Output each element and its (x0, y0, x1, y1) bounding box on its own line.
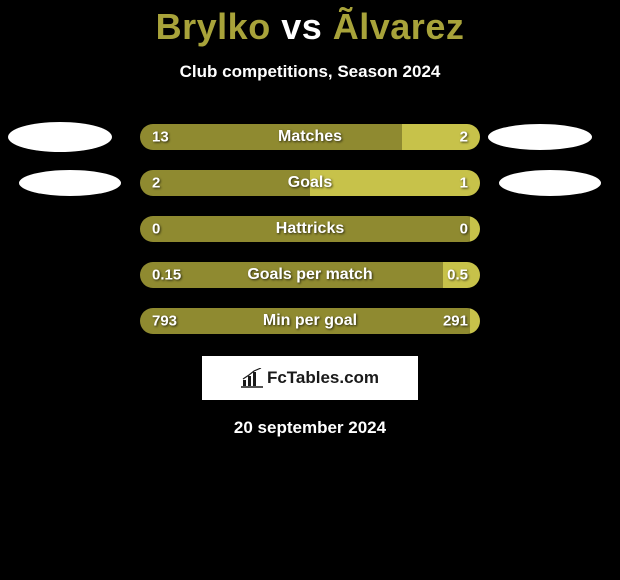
stat-label: Goals (288, 174, 332, 192)
player1-value: 0 (152, 221, 160, 238)
player1-name: Brylko (156, 6, 271, 47)
stat-bar: 0 0 Hattricks (140, 216, 480, 242)
date-text: 20 september 2024 (0, 418, 620, 438)
player1-value: 793 (152, 313, 177, 330)
player2-value: 0 (460, 221, 468, 238)
player2-value: 2 (460, 129, 468, 146)
player2-segment (402, 124, 480, 150)
player2-segment (470, 216, 480, 242)
comparison-title: Brylko vs Ãlvarez (0, 0, 620, 48)
stat-row: 13 2 Matches (0, 124, 620, 150)
stat-bar: 13 2 Matches (140, 124, 480, 150)
player2-avatar (499, 170, 601, 196)
player2-value: 1 (460, 175, 468, 192)
player1-segment (140, 170, 310, 196)
stat-label: Matches (278, 128, 342, 146)
stat-bar: 0.15 0.5 Goals per match (140, 262, 480, 288)
player1-segment (140, 124, 402, 150)
stat-row: 793 291 Min per goal (0, 308, 620, 334)
player2-value: 291 (443, 313, 468, 330)
player2-avatar (488, 124, 592, 150)
vs-text: vs (281, 6, 322, 47)
stat-row: 2 1 Goals (0, 170, 620, 196)
player2-segment (470, 308, 480, 334)
player2-value: 0.5 (447, 267, 468, 284)
stat-row: 0 0 Hattricks (0, 216, 620, 242)
player1-avatar (19, 170, 121, 196)
logo-block: FcTables.com (202, 356, 418, 400)
stat-bar: 2 1 Goals (140, 170, 480, 196)
player1-avatar (8, 122, 112, 152)
stat-label: Min per goal (263, 312, 357, 330)
stat-row: 0.15 0.5 Goals per match (0, 262, 620, 288)
subtitle: Club competitions, Season 2024 (0, 62, 620, 82)
player1-value: 0.15 (152, 267, 181, 284)
player1-value: 13 (152, 129, 169, 146)
player1-value: 2 (152, 175, 160, 192)
logo-text: FcTables.com (267, 368, 379, 388)
stat-rows: 13 2 Matches 2 1 Goals 0 0 Hattricks 0.15 0.5 Goals… (0, 124, 620, 334)
chart-icon (241, 368, 263, 388)
stat-label: Hattricks (276, 220, 344, 238)
player2-segment (310, 170, 480, 196)
player2-name: Ãlvarez (333, 6, 465, 47)
stat-label: Goals per match (247, 266, 372, 284)
stat-bar: 793 291 Min per goal (140, 308, 480, 334)
